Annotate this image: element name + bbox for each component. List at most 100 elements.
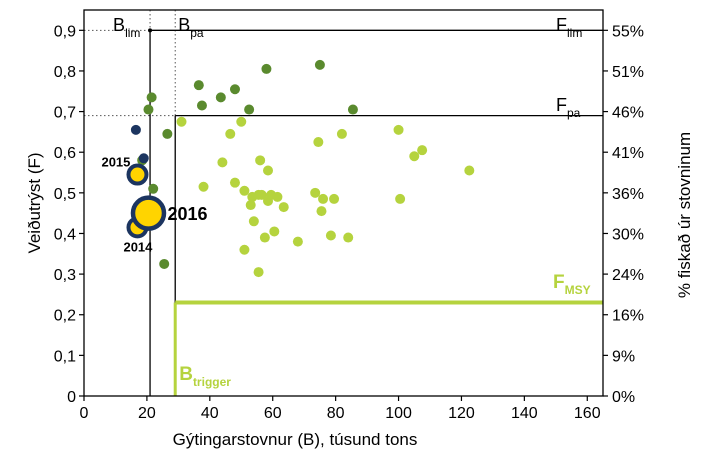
- x-tick-label-120: 120: [448, 405, 475, 422]
- data-point-s0-p12: [314, 59, 325, 70]
- data-points-layer: [126, 59, 475, 278]
- right-tick-label-3: 41%: [612, 145, 644, 162]
- data-point-s0-p9: [229, 84, 240, 95]
- y-tick-label-4: 0,4: [54, 226, 76, 243]
- y-axis-label: Veiðutrýst (F): [25, 152, 44, 253]
- data-point-s1-p11: [253, 267, 264, 278]
- right-tick-label-7: 16%: [612, 308, 644, 325]
- data-point-s1-p10: [248, 216, 259, 227]
- right-tick-label-8: 9%: [612, 348, 635, 365]
- data-point-s1-p28: [329, 193, 340, 204]
- x-axis-label: Gýtingarstovnur (B), túsund tons: [173, 430, 418, 449]
- data-point-s0-p8: [215, 92, 226, 103]
- year-label-2015: 2015: [101, 155, 130, 170]
- data-point-s1-p5: [236, 116, 247, 127]
- flim-label-main: F: [556, 15, 567, 35]
- year-point-2015: [126, 163, 149, 186]
- data-point-s1-p29: [336, 128, 347, 139]
- flim-label-sub: lim: [567, 26, 582, 40]
- data-point-s1-p15: [259, 232, 270, 243]
- data-point-s1-p1: [198, 181, 209, 192]
- x-tick-label-20: 20: [138, 405, 156, 422]
- bpa-label-main: B: [178, 15, 190, 35]
- year-label-2016: 2016: [167, 204, 207, 224]
- data-point-s1-p6: [239, 185, 250, 196]
- data-point-s1-p2: [217, 157, 228, 168]
- data-point-s1-p34: [417, 145, 428, 156]
- y-tick-label-0: 0: [67, 389, 76, 406]
- x-tick-label-40: 40: [201, 405, 219, 422]
- y-tick-label-6: 0,6: [54, 145, 76, 162]
- data-point-s1-p4: [229, 177, 240, 188]
- blim-label: Blim: [113, 15, 140, 40]
- data-point-s0-p11: [261, 63, 272, 74]
- data-point-s1-p23: [310, 187, 321, 198]
- fpa-label: Fpa: [556, 95, 581, 120]
- fpa-label-main: F: [556, 95, 567, 115]
- data-point-s1-p17: [263, 165, 274, 176]
- btrigger-label-sub: trigger: [193, 375, 231, 389]
- fmsy-label: FMSY: [553, 272, 591, 297]
- x-tick-label-140: 140: [511, 405, 538, 422]
- labels-layer: 2014 2015 2016 0 20 40 60 80 100 120 140 160 0 0,1 0,2…: [54, 15, 644, 422]
- data-point-s2-p0: [130, 124, 141, 135]
- bpa-label: Bpa: [178, 15, 204, 40]
- y-tick-label-8: 0,8: [54, 64, 76, 81]
- flim-label: Flim: [556, 15, 582, 40]
- plot-frame: [79, 9, 608, 401]
- y-tick-label-9: 0,9: [54, 23, 76, 40]
- data-point-s0-p5: [162, 128, 173, 139]
- fpa-label-sub: pa: [567, 106, 581, 120]
- blim-flim-corner-dot: [148, 28, 153, 33]
- data-point-s0-p3: [148, 183, 159, 194]
- data-point-s1-p32: [395, 193, 406, 204]
- x-tick-label-60: 60: [264, 405, 282, 422]
- fmsy-label-sub: MSY: [565, 283, 591, 297]
- plot-frame-rect: [83, 9, 604, 397]
- data-point-s1-p33: [409, 151, 420, 162]
- fmsy-label-main: F: [553, 272, 565, 293]
- right-tick-label-6: 24%: [612, 267, 644, 284]
- x-tick-label-100: 100: [385, 405, 412, 422]
- right-tick-label-5: 30%: [612, 226, 644, 243]
- y-tick-label-7: 0,7: [54, 105, 76, 122]
- y-tick-label-3: 0,3: [54, 267, 76, 284]
- data-point-s1-p31: [393, 124, 404, 135]
- right-tick-label-2: 46%: [612, 105, 644, 122]
- blim-label-sub: lim: [125, 26, 140, 40]
- right-tick-label-1: 51%: [612, 64, 644, 81]
- year-point-2016: [130, 195, 167, 231]
- data-point-s1-p8: [245, 200, 256, 211]
- right-tick-label-9: 0%: [612, 389, 635, 406]
- data-point-s0-p2: [146, 92, 157, 103]
- y-tick-label-1: 0,1: [54, 348, 76, 365]
- btrigger-label: Btrigger: [179, 364, 231, 389]
- right-tick-label-4: 36%: [612, 186, 644, 203]
- y-tick-label-5: 0,5: [54, 186, 76, 203]
- data-point-s1-p27: [325, 230, 336, 241]
- data-point-s1-p19: [269, 226, 280, 237]
- y-tick-label-2: 0,2: [54, 308, 76, 325]
- btrigger-label-main: B: [179, 364, 193, 385]
- x-tick-label-0: 0: [80, 405, 89, 422]
- data-point-s0-p4: [159, 258, 170, 269]
- data-point-s0-p13: [347, 104, 358, 115]
- data-point-s1-p7: [239, 244, 250, 255]
- data-point-s1-p25: [316, 206, 327, 217]
- data-point-s1-p0: [176, 116, 187, 127]
- year-label-2014: 2014: [123, 239, 153, 254]
- data-point-s1-p3: [225, 128, 236, 139]
- data-point-s0-p1: [143, 104, 154, 115]
- right-tick-label-0: 55%: [612, 23, 644, 40]
- data-point-s0-p6: [193, 80, 204, 91]
- blim-label-main: B: [113, 15, 125, 35]
- data-point-s1-p13: [255, 155, 266, 166]
- data-point-s1-p21: [278, 202, 289, 213]
- data-point-s0-p7: [196, 100, 207, 111]
- data-point-s2-p1: [138, 153, 149, 164]
- data-point-s1-p22: [292, 236, 303, 247]
- data-point-s0-p10: [244, 104, 255, 115]
- data-point-s1-p35: [464, 165, 475, 176]
- bpa-label-sub: pa: [190, 26, 204, 40]
